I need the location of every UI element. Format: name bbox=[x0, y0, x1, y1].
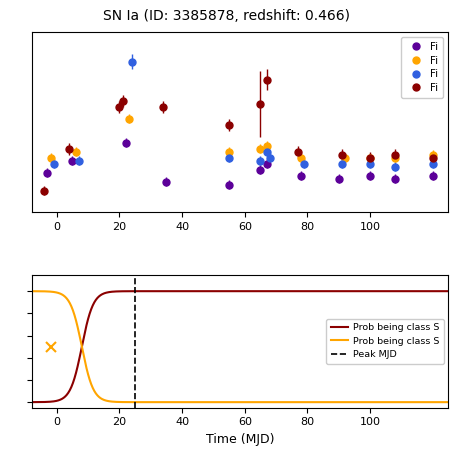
Prob being class S bbox=[388, 289, 394, 294]
Prob being class S bbox=[289, 289, 294, 294]
Prob being class S bbox=[282, 400, 287, 405]
Prob being class S bbox=[54, 398, 60, 404]
Legend: Fi, Fi, Fi, Fi: Fi, Fi, Fi, Fi bbox=[401, 37, 443, 98]
Prob being class S bbox=[271, 400, 276, 405]
Line: Prob being class S: Prob being class S bbox=[32, 291, 448, 402]
Prob being class S bbox=[446, 289, 451, 294]
Prob being class S bbox=[289, 400, 294, 405]
Prob being class S bbox=[282, 289, 287, 294]
Text: SN Ia (ID: 3385878, redshift: 0.466): SN Ia (ID: 3385878, redshift: 0.466) bbox=[103, 9, 350, 23]
Prob being class S bbox=[54, 290, 60, 295]
Prob being class S bbox=[295, 400, 300, 405]
Prob being class S bbox=[346, 400, 351, 405]
Prob being class S bbox=[346, 289, 351, 294]
Prob being class S bbox=[29, 289, 34, 294]
Prob being class S bbox=[388, 400, 394, 405]
Prob being class S bbox=[295, 289, 300, 294]
Prob being class S bbox=[29, 400, 34, 405]
Line: Prob being class S: Prob being class S bbox=[32, 291, 448, 402]
Prob being class S bbox=[271, 289, 276, 294]
Prob being class S bbox=[446, 400, 451, 405]
X-axis label: Time (MJD): Time (MJD) bbox=[206, 433, 275, 446]
Legend: Prob being class S, Prob being class S, Peak MJD: Prob being class S, Prob being class S, … bbox=[326, 318, 444, 364]
